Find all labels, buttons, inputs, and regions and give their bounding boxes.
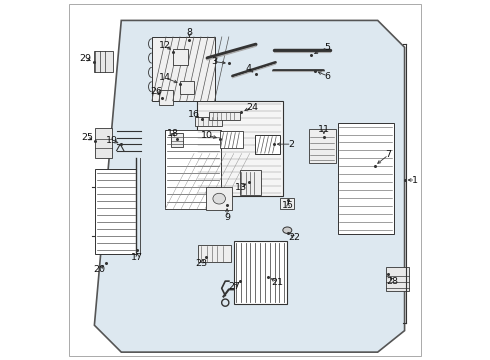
Bar [338,123,394,234]
Bar [172,49,188,65]
Bar [180,81,194,94]
Bar [255,135,280,154]
Text: 10: 10 [201,131,213,140]
Polygon shape [95,21,405,352]
Text: 22: 22 [289,233,300,242]
Text: 23: 23 [195,259,207,268]
Text: 1: 1 [413,176,418,185]
Ellipse shape [213,193,225,204]
Text: 18: 18 [167,129,178,138]
Text: 19: 19 [106,136,118,145]
Bar [209,112,240,120]
Bar [386,267,409,291]
Text: 7: 7 [386,150,392,159]
Text: 29: 29 [79,54,92,63]
Text: 12: 12 [159,41,171,50]
Bar [234,241,287,304]
Text: 17: 17 [131,253,144,262]
Text: 28: 28 [387,276,399,285]
Ellipse shape [283,227,292,233]
Bar [196,101,283,196]
Text: 11: 11 [318,125,330,134]
Text: 16: 16 [188,110,200,119]
Bar [205,187,232,211]
Text: 20: 20 [93,265,105,274]
Text: 24: 24 [246,103,258,112]
Bar [220,131,243,148]
Text: 3: 3 [212,57,218,66]
Bar [159,90,172,105]
Bar [195,117,221,126]
Bar [280,198,294,209]
Text: 25: 25 [81,133,93,142]
Text: 2: 2 [289,140,294,149]
Text: 27: 27 [228,282,240,291]
Bar [94,51,113,72]
Text: 15: 15 [282,201,294,210]
Bar [172,134,183,147]
Bar [198,245,231,262]
Text: 5: 5 [324,43,330,52]
Text: 9: 9 [224,213,230,222]
Bar [240,170,261,195]
Text: 4: 4 [245,64,251,73]
Text: 13: 13 [235,183,247,192]
Bar [152,37,215,101]
Bar [95,128,112,158]
Text: 21: 21 [271,278,283,287]
Bar [95,169,136,253]
Text: 6: 6 [324,72,330,81]
Text: 26: 26 [150,86,162,95]
Bar [166,130,221,209]
Bar [309,129,336,163]
Text: 14: 14 [159,73,171,82]
Text: 8: 8 [186,28,193,37]
